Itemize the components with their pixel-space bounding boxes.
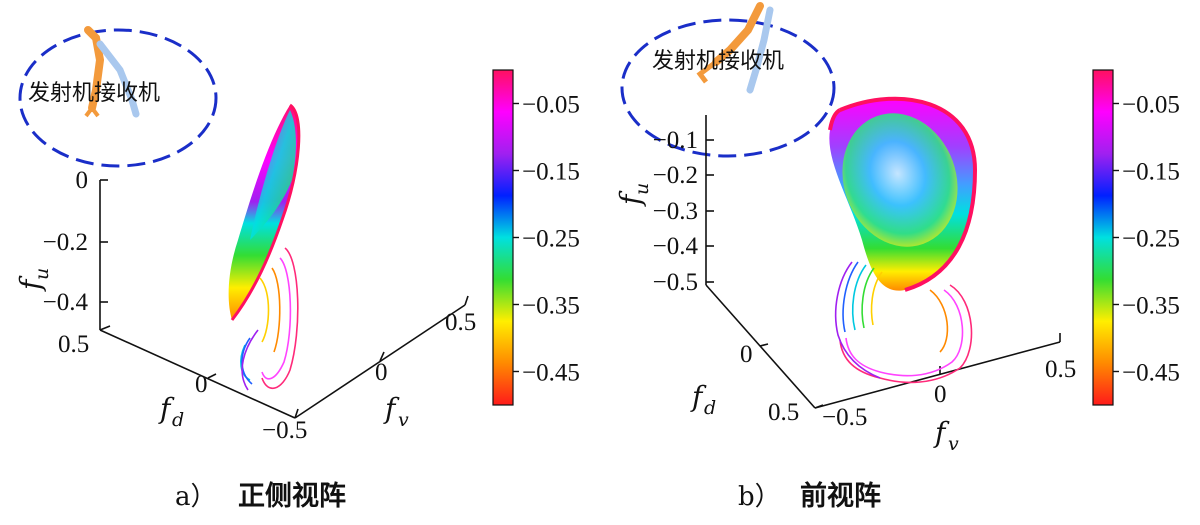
v-tick: 0 [934,381,947,408]
colorbar-ticks: −0.05 −0.15 −0.25 −0.35 −0.45 [1113,92,1180,387]
colorbar-tick-label: −0.25 [1122,226,1180,253]
u-tick: −0.4 [43,289,89,316]
v-axis-line [814,341,1061,409]
surface-b [828,96,978,384]
svg-text:d: d [172,409,184,431]
ticks-b: −0.1 −0.2 −0.3 −0.4 −0.5 0 0.5 −0.5 0 0.… [653,127,1077,431]
view-title: 正侧视阵 [238,481,346,512]
d-tick: 0.5 [768,399,799,426]
colorbar-tick-label: −0.35 [522,293,580,320]
axes-3d-b [705,115,1061,409]
panel-label: a） [175,482,217,512]
colorbar-b: −0.05 −0.15 −0.25 −0.35 −0.45 [1092,69,1180,406]
colorbar-tick-label: −0.35 [1122,293,1180,320]
transmitter-arm-icon [712,2,764,66]
svg-text:d: d [704,397,716,419]
svg-text:u: u [31,268,53,280]
u-tick: −0.2 [43,229,88,256]
u-tick: 0 [76,167,89,194]
panel-b: 发射机接收机 [614,2,1180,512]
u-tick: −0.2 [653,162,698,189]
surface-inner [250,110,296,240]
dashed-ellipse [18,28,218,168]
u-axis-label-b: f u [614,183,653,207]
colorbar-tick-label: −0.25 [522,226,580,253]
d-tick: 0 [740,341,753,368]
colorbar-a: −0.05 −0.15 −0.25 −0.35 −0.45 [492,69,580,406]
transmitter-base-icon [84,106,100,118]
caption-b: b） 前视阵 [738,480,881,512]
u-tick: −0.4 [653,233,699,260]
u-tick: −0.1 [653,127,698,154]
svg-text:u: u [631,183,653,195]
colorbar-bar [1092,69,1114,406]
colorbar-tick-label: −0.05 [1122,92,1180,119]
colorbar-tick-label: −0.45 [522,360,580,387]
u-tick: −0.3 [653,198,698,225]
d-axis-line [99,329,296,419]
v-axis-line [294,304,466,419]
svg-text:v: v [948,433,959,455]
panel-label: b） [738,482,781,512]
transmitter-arm-icon [84,26,105,112]
v-tick: 0.5 [1045,356,1076,383]
v-tick: 0 [375,359,388,386]
surface-a [228,103,301,391]
colorbar-tick-label: −0.05 [522,92,580,119]
colorbar-tick-label: −0.45 [1122,360,1180,387]
contours-a [240,247,299,391]
d-tick: 0 [195,371,208,398]
receiver-arm-icon [96,40,140,118]
v-axis-label-b: f v [933,416,959,455]
colorbar-tick-label: −0.15 [522,159,580,186]
transmitter-base-icon [696,60,718,84]
dashed-ellipse [620,18,836,158]
receiver-arm-icon [746,6,774,94]
inset-bubble-b: 发射机接收机 [620,2,836,158]
surface-rim [230,103,301,321]
axes-3d-a [99,179,469,419]
ticks-a: 0 −0.2 −0.4 0.5 0 −0.5 0 0.5 [43,167,477,444]
caption-a: a） 正侧视阵 [175,481,346,512]
view-title: 前视阵 [800,480,881,512]
d-axis-label-a: f d [158,392,184,431]
colorbar-bar [492,69,514,406]
v-tick: 0.5 [445,309,476,336]
inset-label: 发射机接收机 [652,49,784,74]
v-axis-label-a: f v [383,392,409,431]
inset-label: 发射机接收机 [28,81,160,106]
v-tick: −0.5 [822,404,867,431]
u-tick: −0.5 [653,269,698,296]
contours-b [834,261,973,384]
inset-bubble-a: 发射机接收机 [18,26,218,168]
surface-rim [839,96,978,292]
surface-inner [842,113,958,247]
d-tick: 0.5 [58,331,89,358]
colorbar-tick-label: −0.15 [1122,159,1180,186]
colorbar-ticks: −0.05 −0.15 −0.25 −0.35 −0.45 [513,92,580,387]
v-tick: −0.5 [262,417,307,444]
d-axis-label-b: f d [690,380,716,419]
svg-text:v: v [398,409,409,431]
panel-a: 发射机接收机 [14,26,580,512]
